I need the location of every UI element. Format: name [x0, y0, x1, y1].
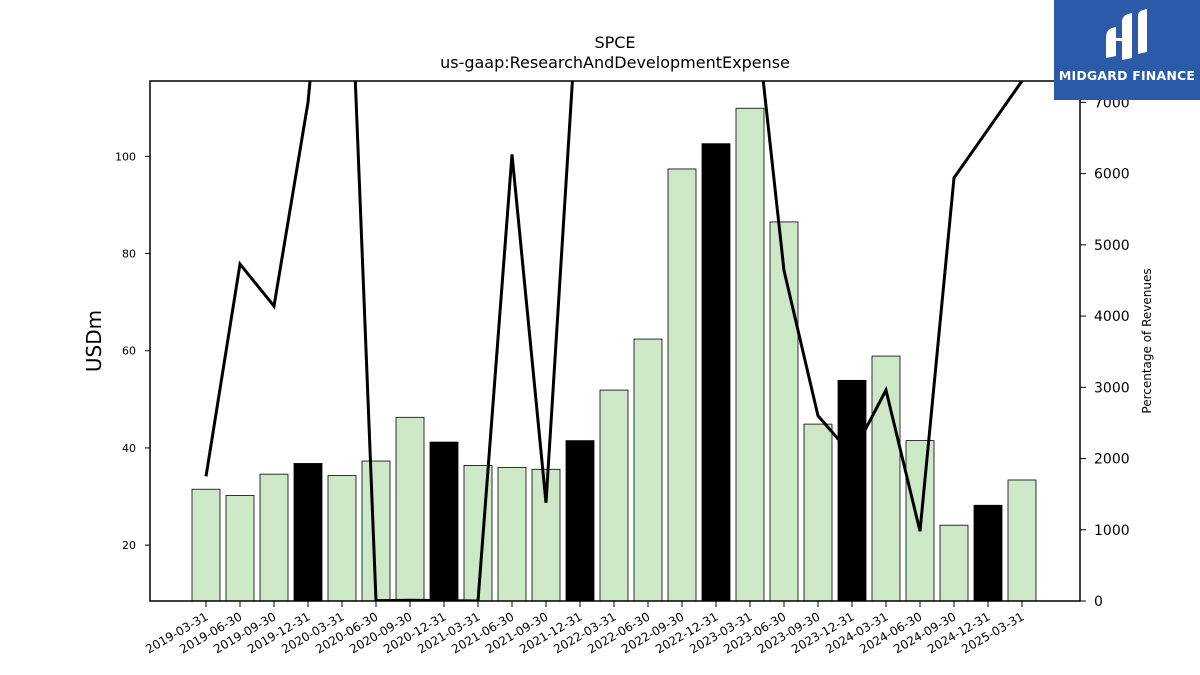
- bar: [565, 440, 595, 601]
- bar: [1007, 479, 1037, 601]
- bar: [973, 504, 1003, 601]
- midgard-logo-icon: [1106, 9, 1147, 60]
- bar: [939, 524, 969, 601]
- y2-axis-label: Percentage of Revenues: [1140, 268, 1154, 413]
- bar: [225, 495, 255, 601]
- bar: [599, 389, 629, 601]
- y-tick-label: 60: [122, 345, 136, 358]
- bar: [327, 475, 357, 601]
- x-axis: 2019-03-312019-06-302019-09-302019-12-31…: [143, 601, 1027, 656]
- y-tick-label: 40: [122, 442, 136, 455]
- bar: [871, 355, 901, 601]
- y-axis-label: USDm: [82, 310, 106, 372]
- y-tick-label: 80: [122, 248, 136, 261]
- chart-subtitle: us-gaap:ResearchAndDevelopmentExpense: [440, 53, 790, 72]
- y-axis-left: 20 40 60 80 100: [115, 150, 150, 552]
- y-tick-label: 100: [115, 150, 136, 163]
- brand-logo: MIDGARD FINANCE: [1054, 0, 1200, 100]
- bar: [497, 466, 527, 601]
- bar: [429, 441, 459, 601]
- plot-frame: [149, 80, 1081, 602]
- bar: [735, 107, 765, 601]
- bar: [837, 379, 867, 601]
- y2-tick-label: 0: [1094, 594, 1103, 610]
- bar: [191, 488, 221, 601]
- y2-tick-label: 5000: [1094, 238, 1130, 254]
- line-group: [204, 81, 1024, 601]
- y2-tick-label: 3000: [1094, 380, 1130, 396]
- bar: [395, 416, 425, 601]
- y-tick-label: 20: [122, 539, 136, 552]
- y2-tick-label: 1000: [1094, 523, 1130, 539]
- y2-tick-label: 2000: [1094, 452, 1130, 468]
- chart-title: SPCE: [594, 33, 635, 52]
- bar-group: [191, 107, 1037, 601]
- line-series: [204, 81, 1024, 601]
- bar: [769, 221, 799, 601]
- bar: [803, 423, 833, 601]
- y2-tick-label: 4000: [1094, 309, 1130, 325]
- bar: [293, 463, 323, 601]
- bar: [259, 473, 289, 601]
- bar: [633, 338, 663, 601]
- bar: [667, 168, 697, 601]
- logo-text: MIDGARD FINANCE: [1058, 68, 1196, 83]
- bar: [701, 143, 731, 601]
- y2-tick-label: 6000: [1094, 167, 1130, 183]
